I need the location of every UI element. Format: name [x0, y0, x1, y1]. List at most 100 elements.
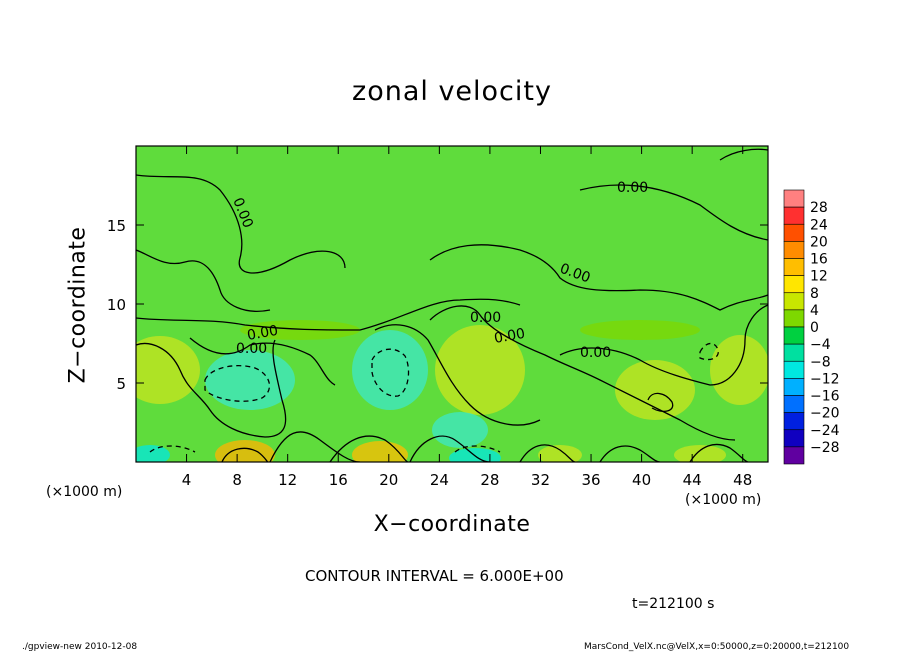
- contour-line: [429, 244, 768, 311]
- field-blob: [136, 336, 200, 404]
- x-tick-label: 44: [683, 471, 702, 489]
- colorbar-swatch: [783, 412, 805, 431]
- colorbar-swatch: [783, 429, 805, 448]
- contour-line: [429, 305, 736, 441]
- x-axis-label: X−coordinate: [373, 512, 531, 537]
- colorbar-label: −16: [810, 389, 840, 405]
- contour-line: [519, 444, 576, 462]
- x-tick-label: 40: [632, 471, 651, 489]
- colorbar-label: 24: [810, 217, 828, 233]
- colorbar-label: 28: [810, 200, 828, 216]
- x-ticks: 4 8 12 16 20 24 28 32 36 40 44 48: [182, 146, 752, 489]
- colorbar-swatch: [783, 241, 805, 259]
- contour-label: 0.00: [470, 310, 501, 326]
- field-blob: [352, 441, 408, 462]
- colorbar-swatch: [783, 292, 805, 311]
- colorbar-label: 4: [810, 303, 819, 319]
- field-blob: [538, 445, 582, 462]
- contour-line: [559, 304, 768, 386]
- contour-line-negative: [149, 445, 196, 453]
- contour-label: 0.00: [617, 180, 648, 196]
- chart-title: zonal velocity: [352, 76, 552, 107]
- contour-line: [579, 184, 768, 241]
- field-blobs: [136, 320, 768, 462]
- contour-line: [374, 324, 541, 426]
- y-ticks: 5 10 15: [107, 217, 768, 393]
- x-tick-label: 28: [480, 471, 499, 489]
- y-tick-label: 5: [116, 375, 126, 393]
- x-tick-label: 32: [531, 471, 550, 489]
- contour-line: [269, 431, 361, 462]
- contour-line: [599, 445, 661, 462]
- contour-lines: [136, 148, 768, 462]
- x-tick-label: 36: [581, 471, 600, 489]
- colorbar-label: −28: [810, 440, 840, 456]
- colorbar-swatch: [783, 343, 805, 362]
- contour-label: 0.00: [246, 323, 279, 344]
- field-blob: [710, 335, 768, 405]
- colorbar-label: −4: [810, 337, 831, 353]
- contour-line: [719, 148, 768, 161]
- colorbar-label: −24: [810, 423, 840, 439]
- field-blob: [240, 320, 360, 340]
- colorbar-swatch: [783, 223, 805, 242]
- time-label: t=212100 s: [632, 596, 715, 612]
- field-blob: [215, 440, 275, 462]
- contour-line: [329, 435, 409, 462]
- colorbar-label: 16: [810, 252, 828, 268]
- contour-label: 0.00: [580, 345, 611, 361]
- colorbar-swatch: [783, 206, 805, 225]
- x-tick-label: 8: [232, 471, 242, 489]
- colorbar-label: 12: [810, 269, 828, 285]
- y-tick-label: 15: [107, 217, 126, 235]
- contour-line: [136, 298, 521, 331]
- x-tick-label: 4: [182, 471, 192, 489]
- contour-line-negative: [699, 342, 719, 361]
- field-blob: [205, 350, 295, 410]
- contour-line: [647, 392, 674, 413]
- field-blob: [435, 325, 525, 415]
- colorbar-label: 0: [810, 320, 819, 336]
- footer-right: MarsCond_VelX.nc@VelX,x=0:50000,z=0:2000…: [584, 642, 850, 652]
- contour-line: [409, 435, 491, 462]
- colorbar-swatch: [783, 275, 805, 294]
- field-blob: [580, 320, 700, 340]
- plot-area: 0.000.000.000.000.000.000.000.00: [135, 145, 769, 463]
- colorbar-swatch: [783, 189, 805, 208]
- contour-label: 0.00: [493, 326, 526, 347]
- x-unit-left: (×1000 m): [46, 484, 123, 500]
- field-blob: [615, 360, 695, 420]
- colorbar-swatch: [783, 309, 805, 328]
- contour-line: [136, 339, 287, 438]
- x-tick-label: 20: [379, 471, 398, 489]
- contour-line-negative: [454, 445, 501, 453]
- colorbar-label: 20: [810, 234, 828, 250]
- colorbar-swatch: [783, 378, 805, 396]
- contour-interval: CONTOUR INTERVAL = 6.000E+00: [305, 567, 564, 585]
- colorbar-swatch: [783, 395, 805, 413]
- colorbar-label: −20: [810, 406, 840, 422]
- field-blob: [674, 445, 726, 462]
- field-blob: [432, 412, 488, 448]
- contour-label: 0.00: [236, 341, 267, 357]
- x-tick-label: 12: [278, 471, 297, 489]
- colorbar-swatch: [783, 258, 805, 276]
- colorbar-label: −12: [810, 371, 840, 387]
- field-blob: [352, 330, 428, 410]
- colorbar-label: −8: [810, 354, 831, 370]
- field-blob: [136, 445, 170, 462]
- colorbar-swatch: [783, 326, 805, 345]
- x-tick-label: 24: [430, 471, 449, 489]
- contour-line-negative: [371, 348, 410, 397]
- contour-line: [689, 443, 749, 462]
- contour-line: [136, 249, 271, 312]
- footer-left: ./gpview-new 2010-12-08: [22, 642, 138, 652]
- colorbar-label: 8: [810, 286, 819, 302]
- x-tick-label: 16: [329, 471, 348, 489]
- contour-line: [189, 337, 336, 386]
- y-tick-label: 10: [107, 296, 126, 314]
- x-tick-label: 48: [733, 471, 752, 489]
- x-unit-right: (×1000 m): [685, 492, 762, 508]
